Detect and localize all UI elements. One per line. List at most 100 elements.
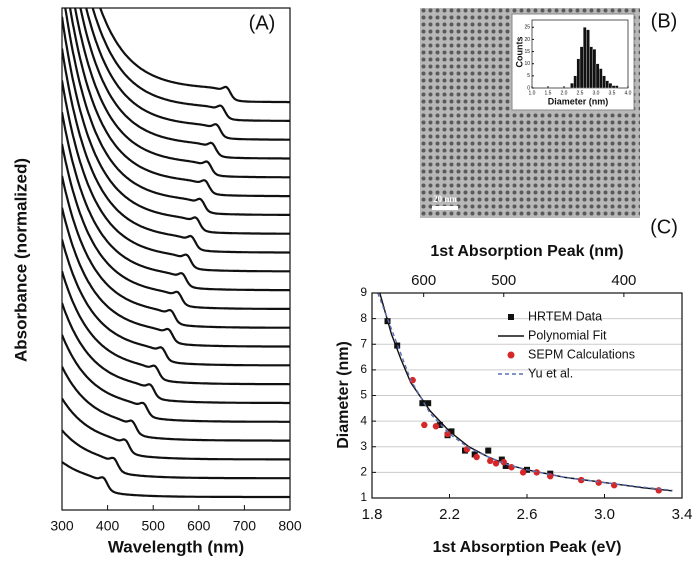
y-tick-label: 20: [524, 37, 530, 43]
y-tick-label: 15: [524, 49, 530, 55]
bar: [605, 80, 609, 89]
point: [595, 479, 602, 486]
spectrum: [62, 80, 290, 273]
y-tick-label: 7: [360, 336, 367, 350]
y-tick-label: 5: [360, 388, 367, 402]
point: [448, 428, 455, 435]
x-tick-label: 1.0: [529, 90, 536, 96]
bar: [599, 68, 603, 89]
spectrum: [62, 302, 290, 405]
x-axis-label: 1st Absorption Peak (eV): [433, 539, 622, 556]
spectrum: [62, 239, 290, 367]
bar: [586, 29, 590, 89]
plot-frame: [61, 7, 291, 511]
spectrum: [62, 429, 290, 480]
bar: [602, 75, 606, 89]
scale-bar-label: 20 nm: [433, 194, 457, 204]
point: [655, 487, 662, 494]
y-tick-label: 25: [524, 25, 530, 31]
x-tick-label: 2.5: [577, 90, 584, 96]
bar: [592, 48, 597, 89]
scale-bar: [432, 206, 458, 210]
x2-tick-label: 600: [411, 272, 436, 289]
x2-axis-label: 1st Absorption Peak (nm): [430, 243, 623, 260]
x-tick-label: 3.0: [594, 506, 615, 523]
x-tick-label: 1.5: [545, 90, 552, 96]
y-tick-label: 5: [527, 73, 530, 79]
bar: [608, 82, 613, 89]
x-tick-label: 600: [187, 518, 211, 534]
spectrum: [62, 334, 290, 423]
bar: [573, 75, 577, 89]
y-tick-label: 10: [524, 61, 530, 67]
x-tick-label: 3.0: [593, 90, 600, 96]
point: [463, 446, 471, 453]
point: [425, 400, 432, 407]
spectrum: [73, 8, 290, 179]
point: [473, 453, 480, 461]
point: [533, 469, 540, 476]
bar: [615, 85, 619, 89]
bar: [576, 58, 581, 89]
x-axis-label: Diameter (nm): [548, 96, 609, 106]
spectrum: [99, 8, 290, 104]
x-tick-label: 300: [50, 518, 74, 534]
bar: [583, 27, 587, 89]
point: [502, 462, 509, 469]
legend-label: SEPM Calculations: [528, 347, 635, 361]
panel-label: (C): [650, 216, 678, 238]
legend-label: Polynomial Fit: [528, 328, 607, 342]
y-axis-label: Counts: [514, 37, 524, 68]
spectrum: [68, 8, 290, 198]
bar: [589, 46, 593, 89]
bar: [579, 46, 584, 89]
spectrum: [62, 270, 290, 386]
fit-line: [379, 293, 673, 492]
point: [394, 342, 401, 349]
point: [519, 469, 527, 476]
y-tick-label: 2: [360, 465, 367, 479]
point: [419, 400, 426, 407]
spectrum: [79, 8, 290, 160]
spectrum: [85, 8, 290, 141]
spectrum: [91, 8, 290, 122]
x-tick-label: 1.8: [362, 506, 383, 523]
legend-label: HRTEM Data: [528, 309, 602, 323]
point: [444, 430, 451, 438]
spectrum: [62, 461, 290, 499]
legend-label: Yu et al.: [528, 366, 573, 380]
x-tick-label: 500: [142, 518, 166, 534]
x-tick-label: 400: [96, 518, 120, 534]
x-tick-label: 2.0: [561, 90, 568, 96]
spectrum: [64, 8, 290, 216]
point: [432, 423, 440, 430]
x-axis-label: Wavelength (nm): [108, 537, 244, 556]
panel-label: (A): [249, 12, 276, 34]
x-tick-label: 700: [233, 518, 257, 534]
point: [500, 458, 507, 466]
spectrum: [62, 48, 290, 254]
spectrum: [62, 207, 290, 348]
y-tick-label: 9: [360, 285, 367, 299]
spectrum: [62, 143, 290, 310]
spectrum: [62, 16, 290, 235]
point: [498, 456, 505, 463]
bar: [595, 63, 600, 89]
y-tick-label: 6: [360, 362, 367, 376]
x2-tick-label: 400: [611, 272, 636, 289]
x-tick-label: 3.5: [609, 90, 616, 96]
x-tick-label: 4.0: [625, 90, 632, 96]
bar: [611, 85, 616, 89]
point: [486, 457, 494, 465]
y-tick-label: 8: [360, 311, 367, 325]
point: [471, 451, 478, 458]
y-tick-label: 0: [527, 85, 530, 91]
spectrum: [62, 175, 290, 329]
legend-marker: [508, 314, 514, 320]
bar: [570, 82, 574, 89]
point: [421, 421, 428, 429]
spectrum: [62, 112, 290, 292]
y-tick-label: 1: [360, 490, 367, 504]
point: [492, 460, 500, 467]
